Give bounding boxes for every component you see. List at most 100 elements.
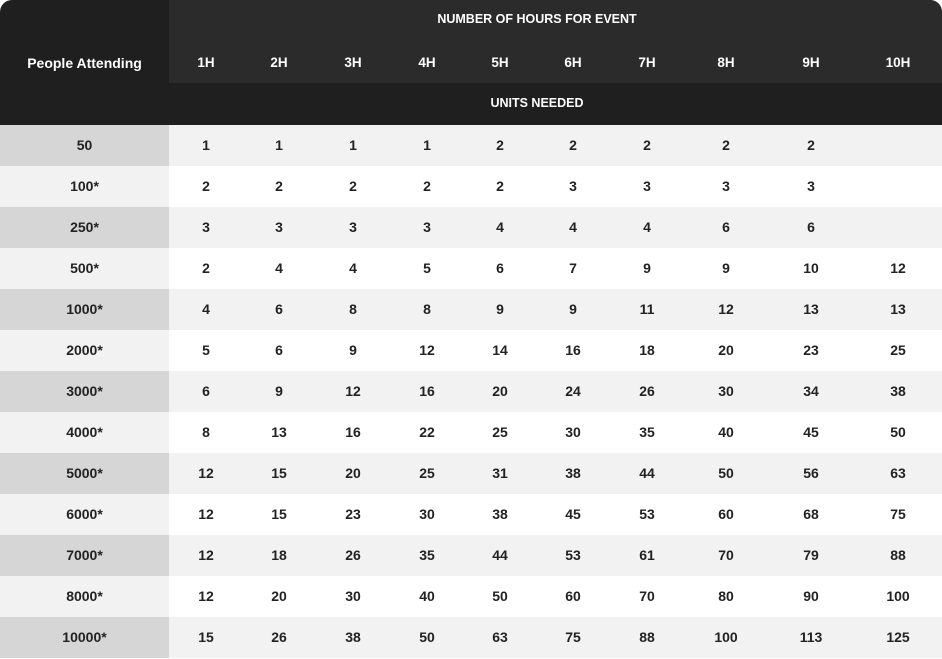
units-cell: 35 [419,547,435,563]
table-row: 250* 3 3 3 3 4 4 4 6 6 [0,207,942,248]
units-cell: 90 [803,588,819,604]
units-cell: 100 [886,588,910,604]
units-cell: 38 [890,383,906,399]
units-cell: 75 [890,506,906,522]
units-cell: 2 [423,178,431,194]
units-cell: 8 [202,424,210,440]
units-cell: 13 [271,424,287,440]
table-row: 3000* 6 9 12 16 20 24 26 30 34 38 [0,371,942,412]
units-cell: 40 [419,588,435,604]
units-cell: 12 [890,260,906,276]
units-cell: 4 [275,260,283,276]
units-cell: 10 [803,260,819,276]
table-row: 4000* 8 13 16 22 25 30 35 40 45 50 [0,412,942,453]
column-header: 3H [344,55,362,70]
units-cell: 13 [890,301,906,317]
column-header: 5H [491,55,509,70]
column-header: 10H [885,55,911,70]
units-cell: 14 [492,342,508,358]
hours-title: NUMBER OF HOURS FOR EVENT [437,12,637,26]
table-header: People Attending NUMBER OF HOURS FOR EVE… [0,0,942,125]
units-cell: 20 [718,342,734,358]
column-header: 7H [638,55,656,70]
units-cell: 9 [275,383,283,399]
people-attending-header: People Attending [27,54,142,71]
units-cell: 26 [345,547,361,563]
units-cell: 23 [803,342,819,358]
units-cell: 88 [639,629,655,645]
units-cell: 80 [718,588,734,604]
units-cell: 100 [714,629,738,645]
units-cell: 4 [569,219,577,235]
units-cell: 53 [639,506,655,522]
units-cell: 3 [722,178,730,194]
units-cell: 9 [643,260,651,276]
units-cell: 6 [275,342,283,358]
units-cell: 38 [345,629,361,645]
units-cell: 12 [419,342,435,358]
units-cell: 60 [565,588,581,604]
units-cell: 12 [198,506,214,522]
table-row: 6000* 12 15 23 30 38 45 53 60 68 75 [0,494,942,535]
table-row: 1000* 4 6 8 8 9 9 11 12 13 13 [0,289,942,330]
units-cell: 24 [565,383,581,399]
units-cell [868,125,928,166]
units-cell: 1 [349,137,357,153]
units-cell: 2 [275,178,283,194]
units-cell: 20 [345,465,361,481]
units-cell: 61 [639,547,655,563]
units-cell: 75 [565,629,581,645]
units-cell: 18 [271,547,287,563]
units-cell: 4 [643,219,651,235]
units-cell: 2 [202,178,210,194]
units-cell: 11 [639,301,655,317]
table-row: 7000* 12 18 26 35 44 53 61 70 79 88 [0,535,942,576]
units-cell: 2 [722,137,730,153]
units-cell: 45 [565,506,581,522]
units-cell: 3 [807,178,815,194]
units-cell: 113 [799,629,823,645]
units-cell: 68 [803,506,819,522]
units-cell: 45 [803,424,819,440]
units-cell: 26 [271,629,287,645]
units-cell: 2 [496,178,504,194]
units-cell: 4 [496,219,504,235]
column-header: 6H [564,55,582,70]
units-cell: 12 [345,383,361,399]
units-cell: 13 [803,301,819,317]
units-cell: 22 [419,424,435,440]
units-cell: 2 [496,137,504,153]
units-cell: 70 [718,547,734,563]
table-row: 5000* 12 15 20 25 31 38 44 50 56 63 [0,453,942,494]
column-header: 4H [418,55,436,70]
units-cell: 6 [807,219,815,235]
units-cell: 63 [492,629,508,645]
units-cell: 125 [886,629,910,645]
units-cell: 38 [565,465,581,481]
units-cell: 3 [643,178,651,194]
people-attending-cell: 4000* [0,412,169,453]
units-cell: 1 [275,137,283,153]
table-row: 8000* 12 20 30 40 50 60 70 80 90 100 [0,576,942,617]
units-cell: 30 [345,588,361,604]
units-cell: 12 [198,465,214,481]
units-cell: 18 [639,342,655,358]
units-cell: 3 [202,219,210,235]
units-cell: 5 [202,342,210,358]
units-cell: 30 [419,506,435,522]
units-cell: 7 [569,260,577,276]
units-cell: 60 [718,506,734,522]
people-attending-cell: 250* [0,207,169,248]
units-cell: 9 [496,301,504,317]
units-cell: 2 [349,178,357,194]
units-cell: 6 [496,260,504,276]
units-cell: 50 [718,465,734,481]
people-attending-cell: 50 [0,125,169,166]
table-row: 500* 2 4 4 5 6 7 9 9 10 12 [0,248,942,289]
units-cell: 4 [349,260,357,276]
units-cell: 79 [803,547,819,563]
column-header: 9H [802,55,820,70]
people-attending-cell: 1000* [0,289,169,330]
column-header: 1H [197,55,215,70]
